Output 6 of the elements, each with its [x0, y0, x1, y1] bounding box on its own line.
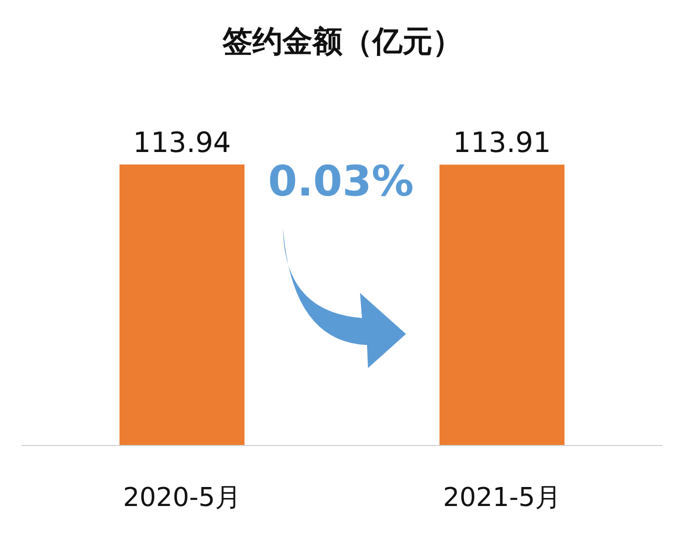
annotation: 0.03%	[268, 156, 414, 206]
x-tick-label: 2021-5月	[442, 483, 562, 513]
chart-title: 签约金额（亿元）	[222, 24, 462, 60]
data-label: 113.94	[133, 126, 231, 160]
x-tick-label: 2020-5月	[122, 483, 242, 513]
data-label: 113.91	[453, 126, 551, 160]
